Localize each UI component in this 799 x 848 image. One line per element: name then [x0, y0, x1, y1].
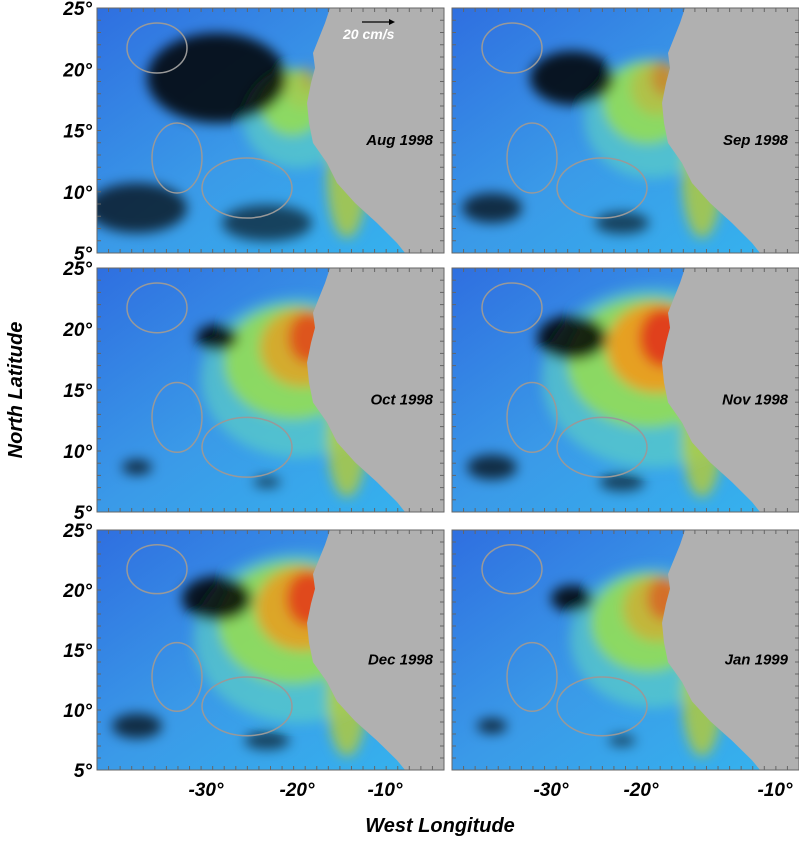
map-panel: Dec 1998 — [96, 529, 445, 771]
map-panel: Aug 1998 20 cm/s — [96, 7, 445, 254]
map-panel: Jan 1999 — [451, 529, 799, 771]
contour — [506, 122, 558, 194]
map-panel: Oct 1998 — [96, 267, 445, 513]
lat-tick-label: 25° — [62, 0, 92, 20]
contour — [151, 122, 203, 194]
lat-tick-label: 10° — [63, 442, 92, 463]
contour — [126, 543, 188, 595]
contour — [506, 641, 558, 712]
map-panel: Sep 1998 — [451, 7, 799, 254]
map-content — [452, 530, 799, 770]
contour — [481, 282, 543, 334]
contour — [201, 676, 293, 737]
lat-tick-label: 5° — [74, 761, 93, 782]
map-content — [97, 530, 444, 770]
contour — [151, 641, 203, 712]
cloud — [97, 183, 187, 233]
cloud — [112, 713, 162, 739]
lat-tick-label: 15° — [63, 122, 92, 143]
lat-tick-label: 10° — [63, 701, 92, 722]
land — [662, 268, 799, 512]
contour — [556, 157, 648, 219]
panel-label: Aug 1998 — [365, 132, 433, 149]
contour — [481, 543, 543, 595]
cloud — [222, 205, 312, 241]
cloud — [253, 476, 281, 488]
map-content — [97, 8, 444, 253]
map-panel: Nov 1998 — [451, 267, 799, 513]
lat-tick-label: 25° — [62, 259, 92, 280]
lon-tick-label: -30° — [188, 780, 223, 801]
contour — [556, 676, 648, 737]
lon-tick-label: -20° — [623, 780, 658, 801]
cloud — [467, 454, 517, 480]
land — [307, 530, 444, 770]
cloud — [530, 51, 614, 105]
lon-tick-label: -20° — [279, 780, 314, 801]
lat-tick-label: 20° — [62, 581, 92, 602]
contour — [201, 416, 293, 478]
panel-label: Sep 1998 — [723, 132, 789, 149]
cloud — [608, 735, 636, 747]
cloud — [182, 576, 252, 622]
contour — [126, 22, 188, 74]
cloud — [599, 473, 645, 492]
cloud — [537, 315, 607, 361]
panel-label: Nov 1998 — [722, 392, 789, 409]
cloud — [196, 324, 238, 352]
y-axis-title: North Latitude — [5, 322, 27, 459]
lat-tick-label: 15° — [63, 641, 92, 662]
land — [662, 8, 799, 253]
land — [307, 8, 444, 253]
panel-label: Jan 1999 — [725, 651, 789, 668]
lat-tick-label: 25° — [62, 521, 92, 542]
contour — [151, 381, 203, 453]
lon-tick-label: -30° — [533, 780, 568, 801]
land — [662, 530, 799, 770]
panel-label: Dec 1998 — [368, 651, 434, 668]
land — [307, 268, 444, 512]
contour — [556, 416, 648, 478]
scale-arrowhead — [389, 19, 395, 25]
contour — [506, 381, 558, 453]
contour — [481, 22, 543, 74]
lat-tick-label: 20° — [62, 320, 92, 341]
lat-tick-label: 15° — [63, 381, 92, 402]
cloud — [477, 718, 507, 734]
lat-tick-label: 5° — [74, 244, 93, 265]
scale-label: 20 cm/s — [342, 26, 395, 42]
lat-tick-label: 5° — [74, 503, 93, 524]
lat-tick-label: 10° — [63, 183, 92, 204]
panel-label: Oct 1998 — [370, 392, 433, 409]
lon-tick-label: -10° — [367, 780, 402, 801]
contour — [126, 282, 188, 334]
cloud — [122, 459, 152, 475]
cloud — [244, 731, 290, 750]
contour — [201, 157, 293, 219]
cloud — [551, 585, 593, 613]
cloud — [147, 33, 287, 123]
cloud — [462, 193, 522, 223]
lat-tick-label: 20° — [62, 60, 92, 81]
lon-tick-label: -10° — [757, 780, 792, 801]
x-axis-title: West Longitude — [365, 815, 515, 837]
map-content — [97, 268, 444, 512]
map-content — [452, 8, 799, 253]
map-content — [452, 268, 799, 512]
